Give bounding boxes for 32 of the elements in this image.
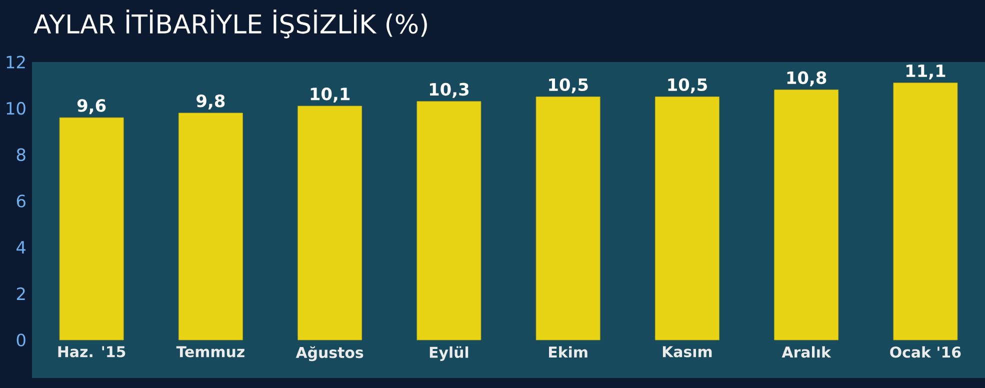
x-tick-label: Ekim <box>549 346 588 358</box>
bar <box>893 82 958 340</box>
y-tick-label: 4 <box>16 241 26 254</box>
y-tick-label: 0 <box>16 334 26 346</box>
data-label: 10,8 <box>787 71 826 86</box>
data-label: 10,1 <box>310 88 350 102</box>
y-tick-label: 2 <box>16 287 25 300</box>
bar <box>536 96 600 340</box>
data-label: 10,3 <box>430 82 468 98</box>
x-tick-label: Aralık <box>782 346 832 358</box>
bar <box>59 117 124 340</box>
bar <box>774 90 839 340</box>
bar <box>654 96 720 340</box>
data-label: 11,1 <box>906 64 946 80</box>
bar <box>416 101 482 340</box>
data-label: 10,5 <box>668 78 707 94</box>
bar <box>178 112 243 340</box>
y-tick-label: 6 <box>16 194 26 208</box>
x-tick-label: Eylül <box>430 346 468 361</box>
data-label: 10,5 <box>549 78 588 94</box>
chart-title: AYLAR İTİBARİYLE İŞSİZLİK (%) <box>34 10 427 38</box>
x-tick-label: Kasım <box>662 346 712 358</box>
y-tick-label: 10 <box>6 102 26 115</box>
x-tick-label: Temmuz <box>176 346 244 358</box>
bar <box>298 106 362 340</box>
x-tick-label: Haz. '15 <box>58 346 126 358</box>
y-tick-label: 12 <box>6 56 25 68</box>
x-tick-label: Ağustos <box>296 346 364 362</box>
data-label: 9,6 <box>77 99 106 114</box>
y-tick-label: 8 <box>16 148 26 162</box>
data-label: 9,8 <box>196 94 225 110</box>
x-tick-label: Ocak '16 <box>890 346 961 358</box>
